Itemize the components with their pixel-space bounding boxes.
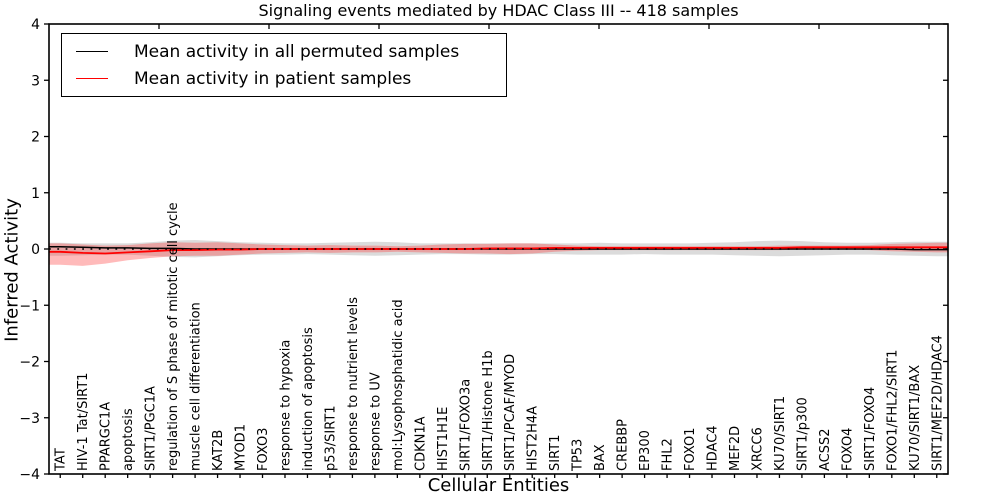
legend-label-permuted: Mean activity in all permuted samples (134, 41, 460, 62)
x-tick-label: p53/SIRT1 (323, 405, 338, 471)
y-tick-label: 0 (31, 242, 40, 258)
x-tick-label: HIST1H1E (436, 407, 451, 471)
y-tick-label: 3 (31, 73, 40, 89)
patient-line-swatch-icon (76, 78, 108, 79)
legend: Mean activity in all permuted samples Me… (61, 33, 507, 97)
x-tick-label: XRCC6 (751, 427, 766, 471)
x-tick-label: TP53 (571, 439, 586, 472)
x-axis-title: Cellular Entities (427, 475, 570, 496)
x-tick-label: muscle cell differentiation (189, 302, 204, 471)
x-tick-label: FOXO3 (256, 428, 271, 471)
x-tick-label: response to nutrient levels (346, 297, 361, 471)
y-tick-label: −2 (19, 355, 40, 371)
x-tick-label: HIV-1 Tat/SIRT1 (76, 373, 91, 471)
x-tick-label: HDAC4 (706, 425, 721, 471)
y-axis-title: Inferred Activity (1, 198, 23, 342)
x-tick-label: MEF2D (728, 426, 743, 471)
x-tick-label: FOXO1 (683, 428, 698, 471)
x-tick-label: KU70/SIRT1 (773, 396, 788, 471)
x-tick-label: SIRT1/PCAF/MYOD (503, 354, 518, 471)
permuted-line-swatch-icon (76, 51, 108, 52)
x-tick-label: SIRT1/FOXO3a (458, 379, 473, 471)
x-tick-label: SIRT1/FOXO4 (863, 387, 878, 471)
x-tick-label: KAT2B (211, 430, 226, 471)
x-tick-label: KU70/SIRT1/BAX (908, 365, 923, 471)
x-tick-label: regulation of S phase of mitotic cell cy… (166, 202, 181, 471)
x-tick-label: FOXO1/FHL2/SIRT1 (885, 350, 900, 471)
x-tick-label: TAT (54, 448, 69, 472)
x-tick-label: HIST2H4A (526, 406, 541, 471)
legend-item-permuted: Mean activity in all permuted samples (76, 42, 506, 62)
x-tick-label: SIRT1/Histone H1b (481, 350, 496, 471)
x-tick-label: BAX (593, 444, 608, 471)
y-tick-label: 2 (31, 130, 40, 146)
chart-title: Signaling events mediated by HDAC Class … (258, 1, 739, 20)
x-tick-label: ACSS2 (818, 428, 833, 471)
x-tick-label: SIRT1/p300 (795, 397, 810, 471)
y-tick-label: 1 (31, 186, 40, 202)
x-tick-label: MYOD1 (234, 424, 249, 471)
y-tick-label: −3 (19, 411, 40, 427)
x-tick-label: mol:Lysophosphatidic acid (391, 299, 406, 471)
x-tick-label: response to UV (368, 372, 383, 471)
legend-label-patient: Mean activity in patient samples (134, 68, 412, 89)
x-tick-label: CREBBP (616, 419, 631, 471)
x-tick-label: PPARGC1A (99, 402, 114, 471)
legend-item-patient: Mean activity in patient samples (76, 69, 506, 89)
x-tick-label: apoptosis (121, 408, 136, 471)
x-tick-label: FOXO4 (840, 428, 855, 471)
x-tick-label: EP300 (638, 430, 653, 471)
x-tick-label: induction of apoptosis (301, 327, 316, 471)
x-tick-label: SIRT1/PGC1A (144, 386, 159, 471)
y-tick-label: −4 (19, 467, 40, 483)
x-tick-label: response to hypoxia (279, 340, 294, 471)
x-tick-label: FHL2 (661, 438, 676, 471)
y-tick-label: −1 (19, 298, 40, 314)
x-tick-label: SIRT1 (548, 435, 563, 471)
y-tick-label: 4 (31, 17, 40, 33)
x-tick-label: SIRT1/MEF2D/HDAC4 (930, 335, 945, 471)
x-tick-label: CDKN1A (413, 416, 428, 471)
